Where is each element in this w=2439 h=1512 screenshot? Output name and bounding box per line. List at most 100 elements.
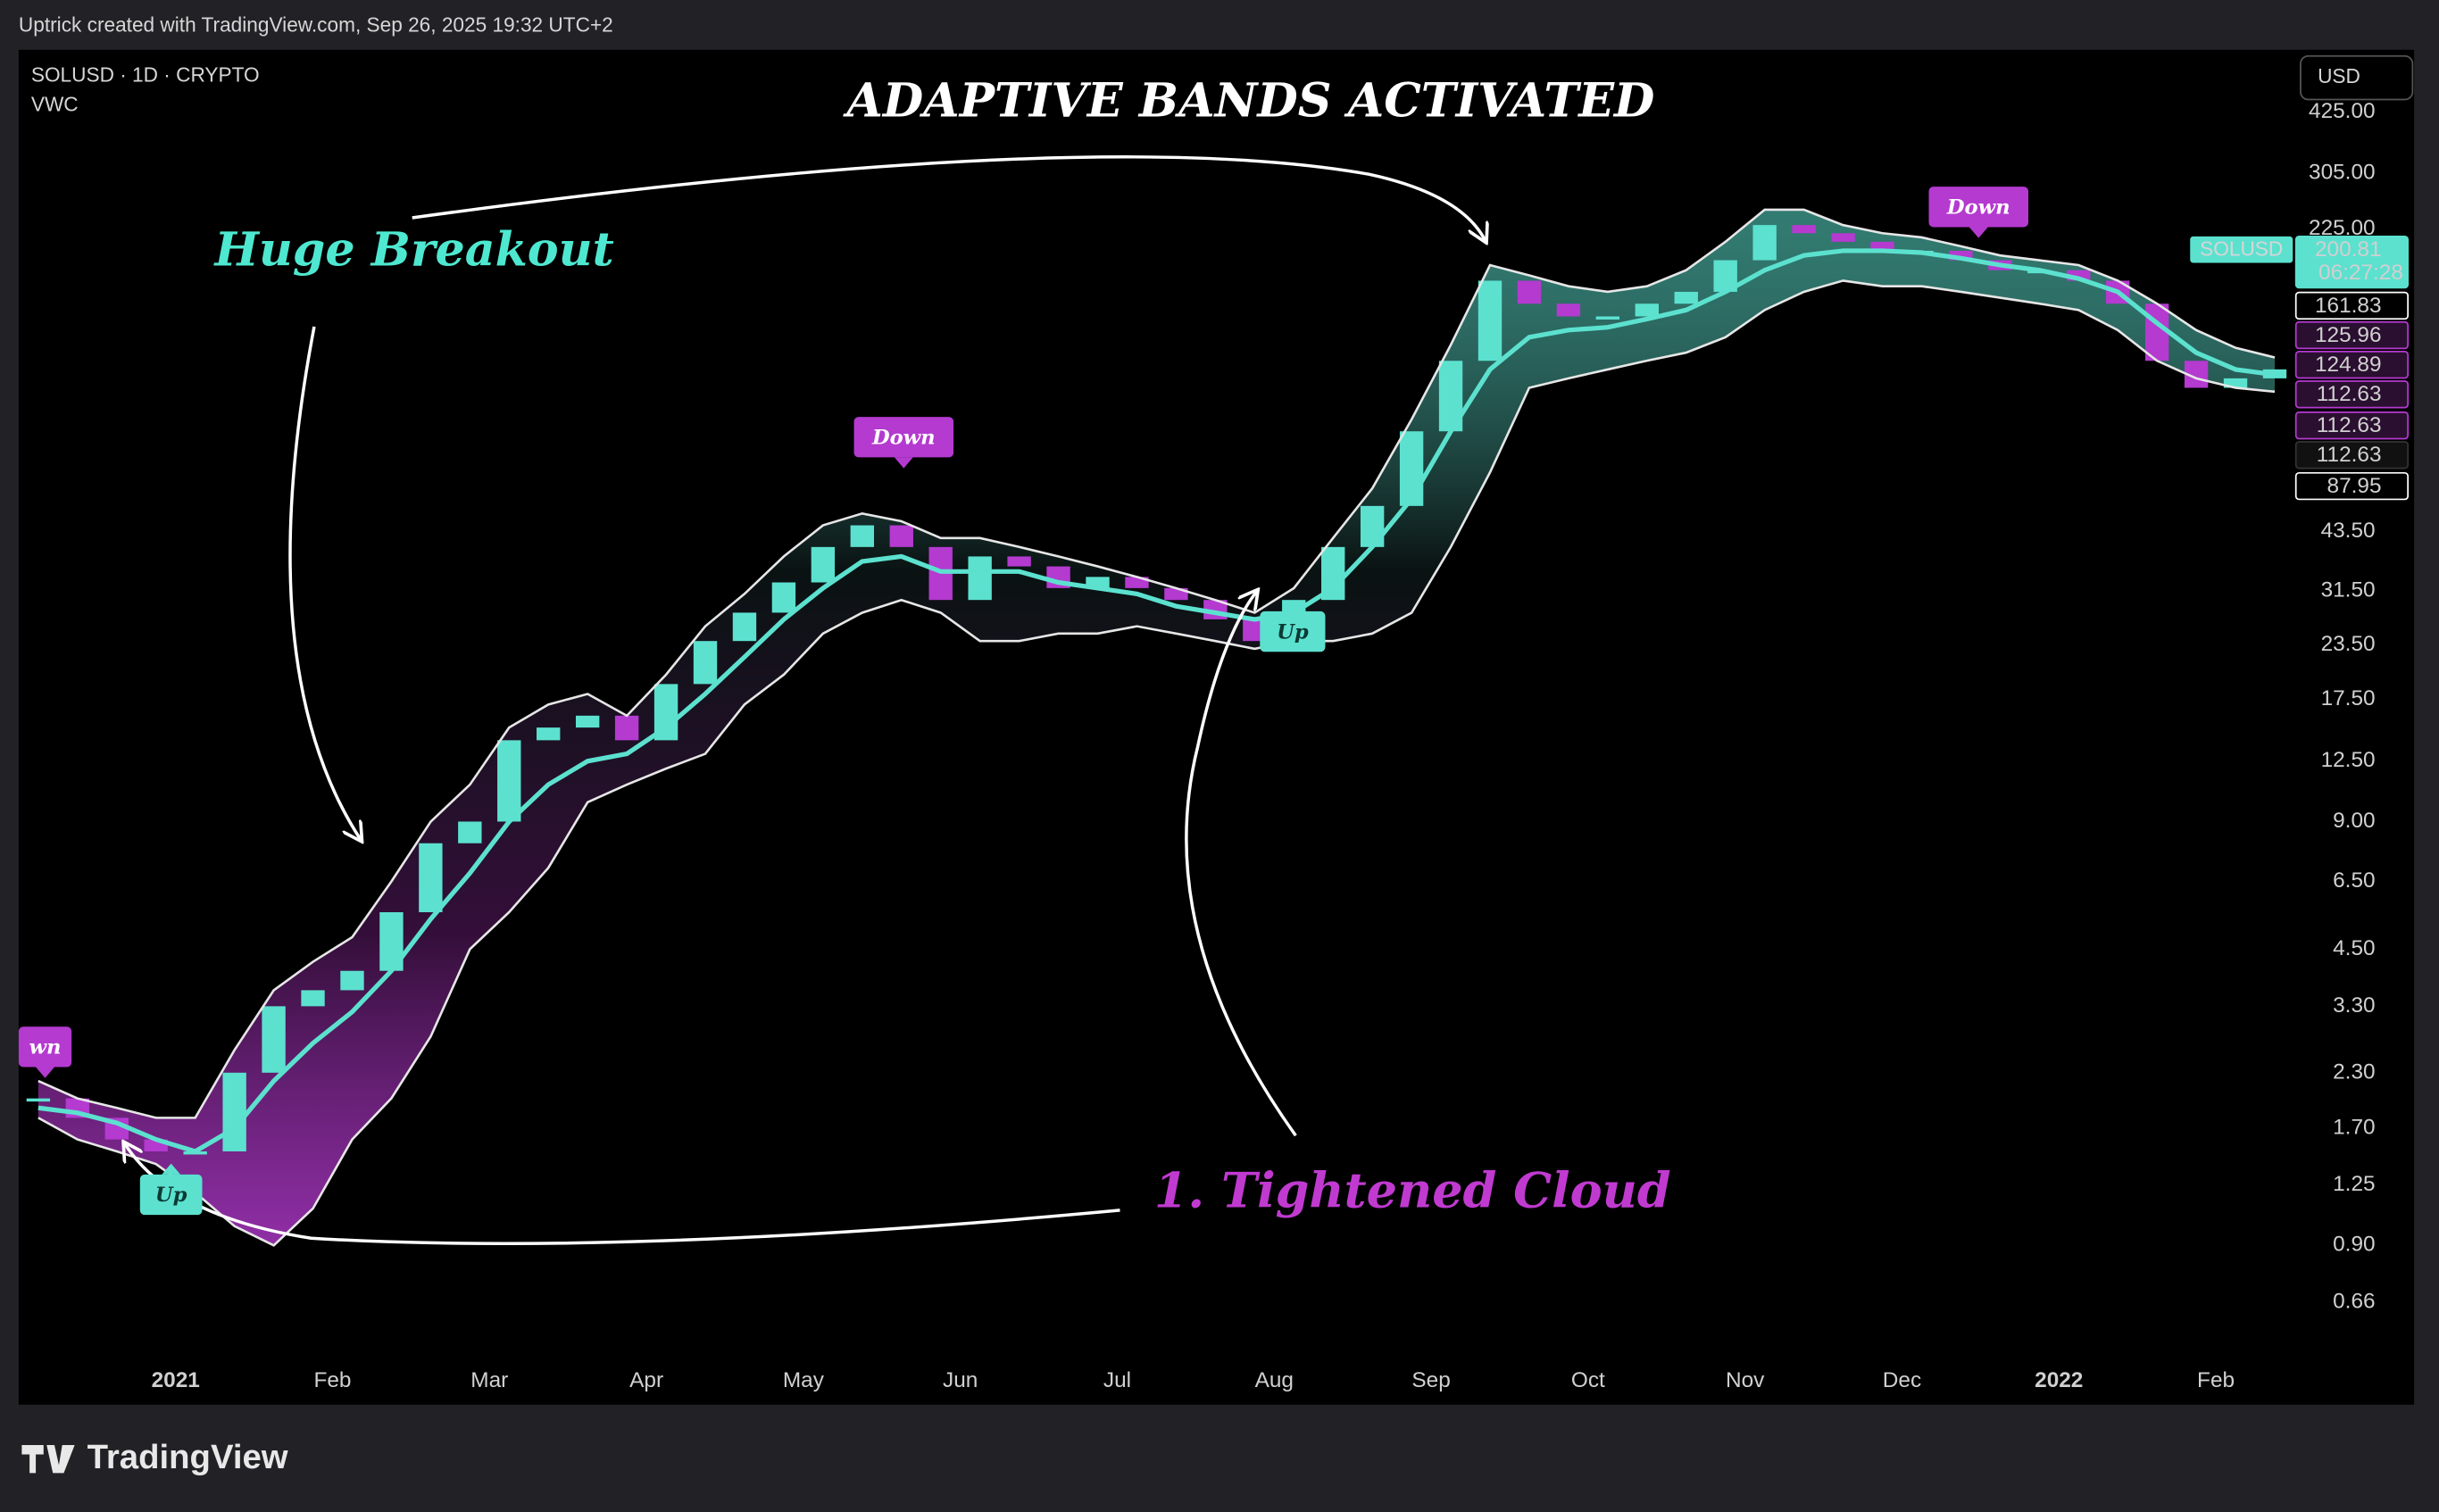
candle bbox=[693, 641, 718, 685]
price-label-box bbox=[2294, 441, 2410, 469]
band-cloud bbox=[37, 209, 2276, 1246]
indicator: VWC bbox=[31, 92, 79, 115]
annotation: Huge Breakout bbox=[212, 223, 613, 278]
arrow bbox=[412, 155, 1486, 241]
y-tick-label: 4.50 bbox=[2333, 936, 2375, 960]
annotation: 1. Tightened Cloud bbox=[1154, 1162, 1671, 1219]
price-label-box bbox=[2294, 471, 2410, 501]
x-tick-label: Dec bbox=[1883, 1368, 1921, 1392]
signal-label: Down bbox=[1946, 196, 2010, 220]
candle bbox=[497, 740, 521, 822]
price-label-box bbox=[2294, 380, 2410, 409]
candle bbox=[537, 727, 561, 741]
x-tick-label: Aug bbox=[1255, 1368, 1294, 1392]
signal-box bbox=[139, 1174, 203, 1216]
candle bbox=[968, 556, 992, 601]
price-label: 87.95 bbox=[2327, 474, 2382, 498]
x-tick-label: Feb bbox=[313, 1368, 351, 1392]
x-tick-label: Sep bbox=[1411, 1368, 1450, 1392]
y-tick-label: 43.50 bbox=[2321, 519, 2376, 543]
band-line bbox=[37, 208, 2276, 1119]
candle bbox=[850, 525, 875, 547]
candle bbox=[1478, 280, 1503, 361]
symbol-tag: SOLUSD bbox=[2200, 237, 2283, 261]
x-tick-label: Jul bbox=[1103, 1368, 1131, 1392]
y-tick-label: 1.25 bbox=[2333, 1172, 2375, 1196]
candle bbox=[2067, 270, 2091, 281]
logo-text: TradingView bbox=[87, 1438, 288, 1476]
candle bbox=[2144, 303, 2169, 361]
price-label: 112.63 bbox=[2317, 413, 2382, 437]
y-tick-label: 1.70 bbox=[2333, 1116, 2375, 1140]
y-tick-label: 425.00 bbox=[2309, 99, 2376, 123]
overlay: SOLUSD · 1D · CRYPTO VWC USD ADAPTIVE BA… bbox=[18, 54, 2414, 1245]
x-tick-label: May bbox=[783, 1368, 825, 1392]
axes: 0.66 0.90 1.25 1.70 2.30 3.30 4.50 6.50 9.00 12.5… bbox=[152, 99, 2376, 1392]
candle bbox=[1792, 225, 1816, 234]
y-tick-label: 23.50 bbox=[2321, 632, 2376, 656]
price-label: 124.89 bbox=[2315, 353, 2382, 377]
candle bbox=[301, 990, 325, 1007]
candle bbox=[26, 1098, 51, 1102]
candle bbox=[732, 612, 757, 642]
candle bbox=[1517, 280, 1542, 304]
signal-pointer bbox=[894, 457, 913, 469]
candle bbox=[1949, 250, 1973, 261]
x-tick-label: Feb bbox=[2197, 1368, 2235, 1392]
candle bbox=[419, 843, 443, 913]
x-tick-label: 2022 bbox=[2035, 1368, 2083, 1392]
y-tick-label: 6.50 bbox=[2333, 868, 2375, 893]
x-tick-label: 2021 bbox=[152, 1368, 200, 1392]
signal-box bbox=[853, 417, 954, 458]
countdown: 06:27:28 bbox=[2318, 261, 2403, 285]
signal-box bbox=[1928, 187, 2029, 228]
band-line bbox=[37, 279, 2276, 1247]
candle bbox=[1360, 505, 1385, 547]
y-tick-label: 0.66 bbox=[2333, 1290, 2375, 1314]
candle bbox=[771, 582, 796, 613]
y-tick-label: 9.00 bbox=[2333, 809, 2375, 833]
candle bbox=[1635, 303, 1659, 317]
candle bbox=[1870, 241, 1894, 251]
price-label: 125.96 bbox=[2315, 323, 2382, 347]
y-tick-label: 17.50 bbox=[2321, 686, 2376, 710]
candle bbox=[575, 715, 600, 728]
candle bbox=[1595, 316, 1620, 320]
basis-line bbox=[37, 248, 2276, 1154]
currency-button[interactable] bbox=[2300, 54, 2414, 101]
signal-label: Up bbox=[1277, 620, 1309, 644]
signal-pointer bbox=[162, 1163, 181, 1175]
x-tick-label: Oct bbox=[1571, 1368, 1605, 1392]
signal-label: Up bbox=[155, 1184, 187, 1207]
price-label-box bbox=[2294, 351, 2410, 379]
candle bbox=[458, 821, 482, 843]
plot-area bbox=[26, 208, 2287, 1247]
y-tick-label: 2.30 bbox=[2333, 1059, 2375, 1084]
candle bbox=[889, 525, 913, 547]
y-tick-label: 0.90 bbox=[2333, 1233, 2375, 1257]
candle bbox=[1556, 303, 1581, 317]
x-tick-label: Nov bbox=[1726, 1368, 1765, 1392]
y-tick-label: 3.30 bbox=[2333, 993, 2375, 1018]
y-tick-label: 12.50 bbox=[2321, 748, 2376, 772]
currency[interactable]: USD bbox=[2318, 64, 2360, 87]
x-tick-label: Jun bbox=[943, 1368, 978, 1392]
price-label-box bbox=[2294, 291, 2410, 320]
price-label: 112.63 bbox=[2317, 443, 2382, 467]
candle bbox=[262, 1006, 286, 1073]
candle bbox=[1674, 291, 1698, 304]
candle bbox=[614, 715, 639, 741]
price-label: 112.63 bbox=[2317, 382, 2382, 406]
candle bbox=[222, 1072, 246, 1151]
symbol-tag-box bbox=[2190, 236, 2293, 263]
price-label-box bbox=[2294, 411, 2410, 440]
candle bbox=[1831, 233, 1855, 242]
signal-box bbox=[1260, 611, 1326, 652]
price-label: 161.83 bbox=[2315, 294, 2382, 318]
y-tick-label: 305.00 bbox=[2309, 160, 2376, 184]
y-tick-label: 31.50 bbox=[2321, 578, 2376, 602]
arrow bbox=[1185, 591, 1297, 1137]
header: Uptrick created with TradingView.com, Se… bbox=[19, 13, 613, 37]
